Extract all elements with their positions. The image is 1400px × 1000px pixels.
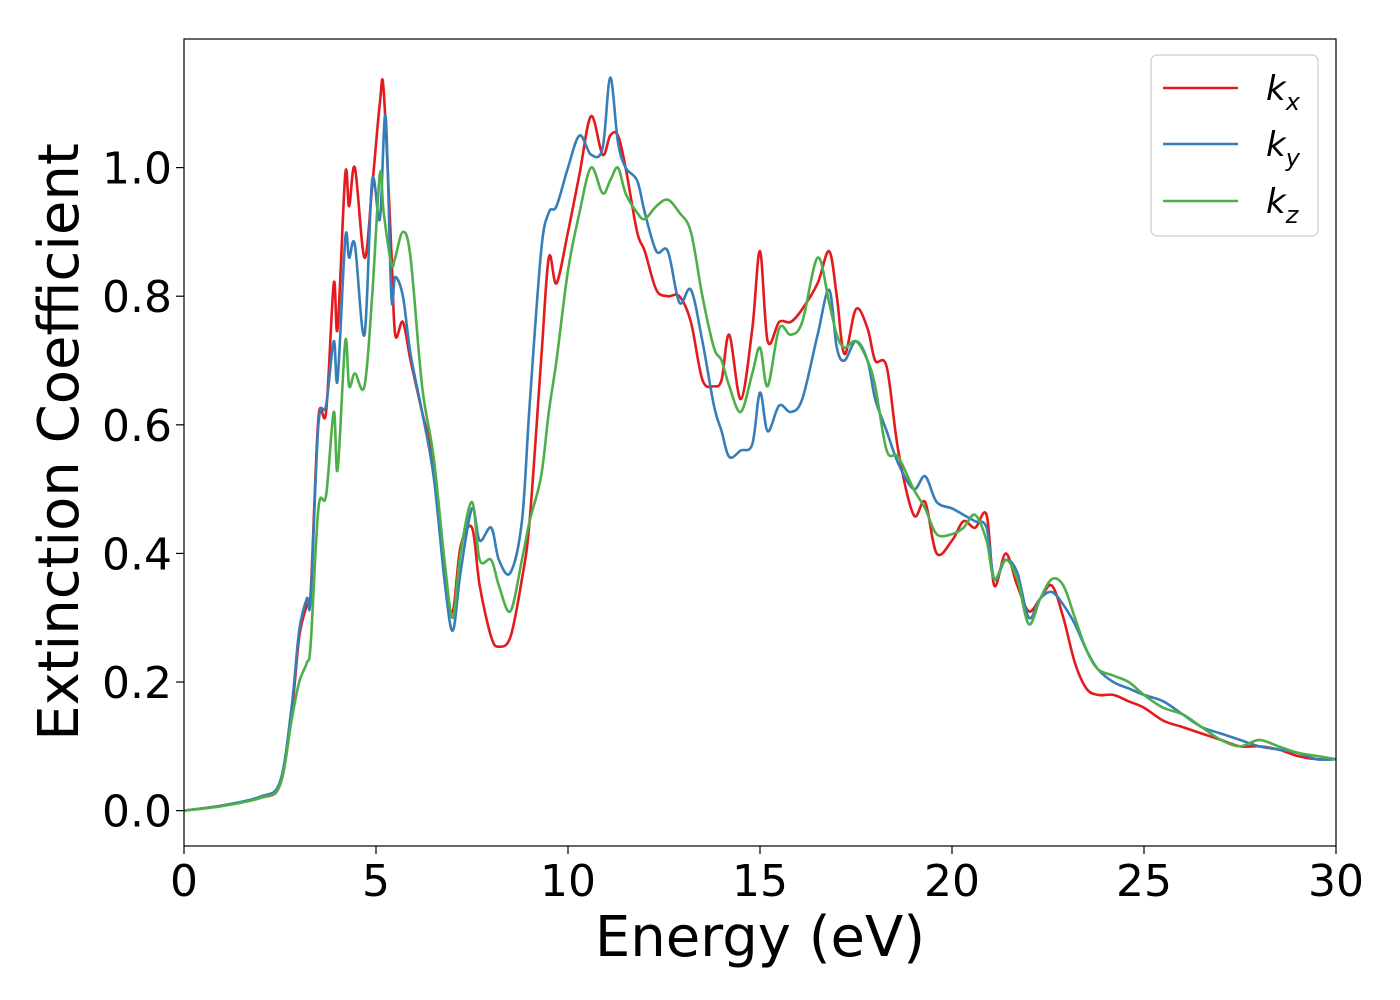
y-tick-label: 0.6 [102, 401, 172, 452]
x-axis-ticks: 0 5 10 15 20 25 30 [170, 846, 1364, 907]
legend-label-subscript: y [1285, 144, 1301, 172]
legend-box [1150, 54, 1319, 237]
legend-label-base: k [1266, 125, 1287, 165]
x-tick-label: 0 [170, 856, 198, 907]
x-tick-label: 15 [732, 856, 788, 907]
legend-label-base: k [1266, 69, 1287, 109]
legend-label-subscript: x [1285, 88, 1301, 116]
series-line-k-y [184, 76, 1336, 812]
x-tick-label: 10 [540, 856, 596, 907]
x-tick-label: 25 [1116, 856, 1172, 907]
x-tick-label: 20 [924, 856, 980, 907]
y-tick-label: 0.0 [102, 787, 172, 838]
x-tick-label: 5 [362, 856, 390, 907]
y-tick-label: 0.2 [102, 658, 172, 709]
legend-label: ky [1266, 125, 1301, 172]
x-axis-label: Energy (eV) [595, 905, 925, 970]
x-tick-label: 30 [1308, 856, 1364, 907]
y-tick-label: 0.4 [102, 529, 172, 580]
y-tick-label: 1.0 [102, 144, 172, 195]
legend-label: kz [1266, 182, 1300, 229]
y-tick-label: 0.8 [102, 272, 172, 323]
y-axis-label: Extinction Coefficient [27, 143, 92, 741]
legend-label-subscript: z [1285, 201, 1300, 229]
legend-label: kx [1266, 69, 1301, 116]
series-line-k-z [184, 166, 1336, 812]
y-axis-ticks: 0.0 0.2 0.4 0.6 0.8 1.0 [102, 144, 184, 838]
series-layer [184, 76, 1336, 812]
legend-label-base: k [1266, 182, 1287, 222]
